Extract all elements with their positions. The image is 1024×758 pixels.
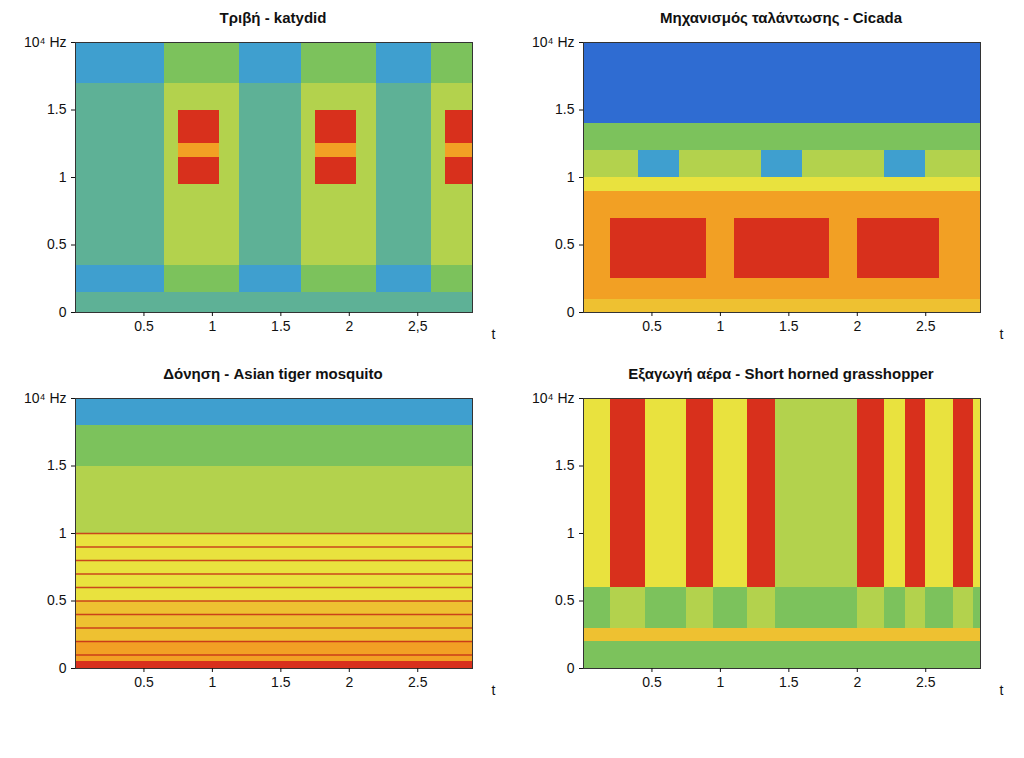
svg-text:10⁴ Hz: 10⁴ Hz <box>532 34 575 50</box>
svg-text:2: 2 <box>345 318 353 334</box>
svg-text:t: t <box>1000 682 1004 698</box>
svg-text:2,5: 2,5 <box>408 318 428 334</box>
svg-text:0.5: 0.5 <box>555 236 575 252</box>
svg-text:2.5: 2.5 <box>408 674 428 690</box>
svg-text:2: 2 <box>853 674 861 690</box>
svg-text:0.5: 0.5 <box>47 592 67 608</box>
svg-text:1: 1 <box>59 169 67 185</box>
svg-text:10⁴ Hz: 10⁴ Hz <box>532 390 575 406</box>
svg-text:0: 0 <box>59 304 67 320</box>
svg-text:2.5: 2.5 <box>916 674 936 690</box>
svg-text:1.5: 1.5 <box>47 101 67 117</box>
svg-text:0.5: 0.5 <box>555 592 575 608</box>
svg-text:t: t <box>492 682 496 698</box>
svg-text:2: 2 <box>345 674 353 690</box>
svg-text:0: 0 <box>59 660 67 676</box>
svg-text:2.5: 2.5 <box>916 318 936 334</box>
svg-text:1.5: 1.5 <box>47 457 67 473</box>
svg-text:0.5: 0.5 <box>642 318 662 334</box>
svg-text:0: 0 <box>567 304 575 320</box>
svg-text:0.5: 0.5 <box>134 318 154 334</box>
svg-text:2: 2 <box>853 318 861 334</box>
svg-text:1: 1 <box>716 318 724 334</box>
svg-text:1: 1 <box>208 674 216 690</box>
html-text:Δόνηση - Asian tiger mosquito: Δόνηση - Asian tiger mosquito <box>163 365 383 382</box>
svg-text:0.5: 0.5 <box>134 674 154 690</box>
html-text:Μηχανισμός ταλάντωσης - Cicada: Μηχανισμός ταλάντωσης - Cicada <box>660 9 902 26</box>
svg-text:10⁴ Hz: 10⁴ Hz <box>24 390 67 406</box>
svg-text:0: 0 <box>567 660 575 676</box>
svg-text:1: 1 <box>59 525 67 541</box>
svg-text:1: 1 <box>716 674 724 690</box>
html-text:Εξαγωγή αέρα - Short horned gr: Εξαγωγή αέρα - Short horned grasshopper <box>628 365 934 382</box>
svg-text:1.5: 1.5 <box>779 318 799 334</box>
svg-text:1: 1 <box>567 169 575 185</box>
svg-text:t: t <box>492 326 496 342</box>
svg-text:1.5: 1.5 <box>555 457 575 473</box>
html-text:Τριβή - katydid: Τριβή - katydid <box>219 9 327 26</box>
svg-text:10⁴ Hz: 10⁴ Hz <box>24 34 67 50</box>
svg-text:1.5: 1.5 <box>271 674 291 690</box>
svg-text:1: 1 <box>567 525 575 541</box>
svg-text:0.5: 0.5 <box>47 236 67 252</box>
svg-text:1.5: 1.5 <box>779 674 799 690</box>
svg-text:1.5: 1.5 <box>555 101 575 117</box>
svg-text:1: 1 <box>208 318 216 334</box>
svg-text:t: t <box>1000 326 1004 342</box>
svg-text:1.5: 1.5 <box>271 318 291 334</box>
svg-text:0.5: 0.5 <box>642 674 662 690</box>
